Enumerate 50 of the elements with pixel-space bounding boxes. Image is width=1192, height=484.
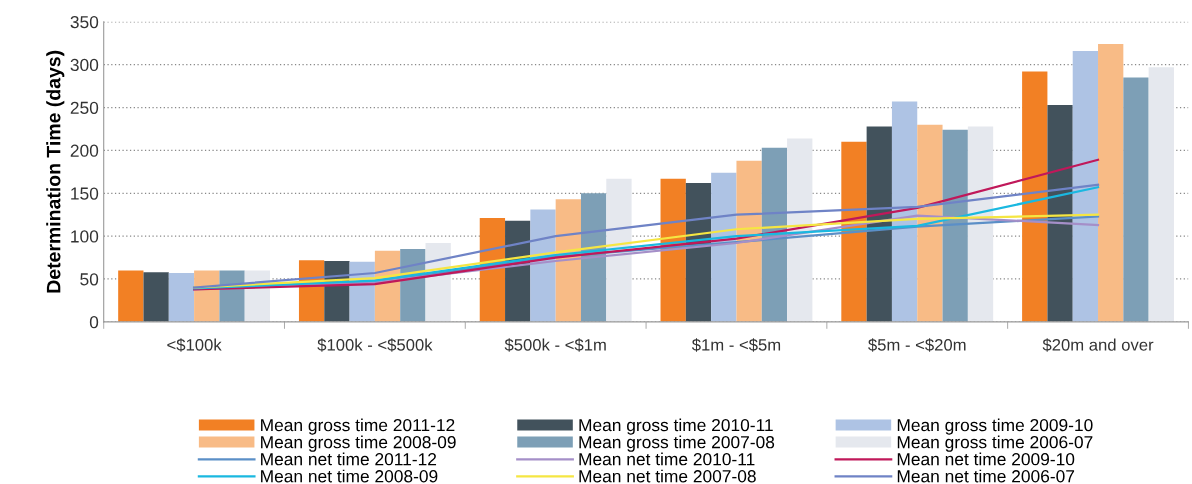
bar: [967, 126, 994, 322]
bar: [711, 172, 737, 322]
bar: [1123, 77, 1149, 322]
bar: [761, 147, 788, 322]
bar: [118, 270, 144, 322]
legend-label: Mean gross time 2010-11: [579, 418, 773, 435]
y-tick-label: 300: [70, 58, 99, 72]
bar: [219, 270, 245, 322]
legend-label: Mean net time 2007-08: [579, 469, 756, 483]
y-axis-title: Determination Time (days): [46, 50, 65, 293]
x-tick-label: $1m - <$5m: [691, 338, 781, 352]
legend-label: Mean net time 2008-09: [261, 469, 438, 483]
y-tick-label: 200: [70, 144, 99, 157]
y-tick-label: 100: [71, 230, 99, 243]
bar: [1148, 67, 1174, 322]
y-tick-label: 250: [70, 101, 99, 114]
legend-label: Mean gross time 2008-09: [261, 435, 456, 452]
x-tick-label: $5m - <$20m: [868, 338, 966, 352]
y-tick-label: 0: [89, 316, 99, 329]
legend-label: Mean gross time 2007-08: [579, 435, 775, 452]
bar: [1072, 50, 1099, 322]
legend-label: Mean net time 2009-10: [897, 452, 1075, 466]
x-tick-label: $20m and over: [1042, 338, 1154, 352]
y-tick-label: 50: [80, 273, 99, 286]
bar: [891, 101, 918, 322]
legend-label: Mean net time 2006-07: [897, 469, 1075, 483]
y-tick-label: 350: [70, 15, 99, 29]
legend-label: Mean net time 2010-11: [579, 452, 755, 466]
x-tick-label: <$100k: [167, 338, 222, 352]
bar: [841, 141, 867, 322]
x-tick-label: $100k - <$500k: [317, 338, 433, 352]
bar: [143, 272, 169, 322]
bar: [606, 178, 632, 322]
y-tick-label: 150: [71, 187, 99, 200]
bar: [1047, 104, 1073, 322]
bar: [1022, 71, 1048, 322]
bar: [1098, 44, 1124, 322]
bar: [580, 193, 607, 322]
legend-label: Mean gross time 2011-12: [261, 418, 455, 435]
bar: [787, 138, 813, 322]
legend-label: Mean gross time 2009-10: [897, 418, 1093, 435]
legend-label: Mean gross time 2006-07: [897, 435, 1093, 452]
legend-label: Mean net time 2011-12: [261, 452, 437, 466]
bar: [736, 160, 762, 322]
x-tick-label: $500k - <$1m: [504, 338, 606, 352]
bar: [168, 272, 195, 322]
bar: [917, 124, 943, 322]
line-series: [192, 158, 1100, 291]
bar: [942, 129, 968, 322]
bar: [866, 126, 892, 322]
